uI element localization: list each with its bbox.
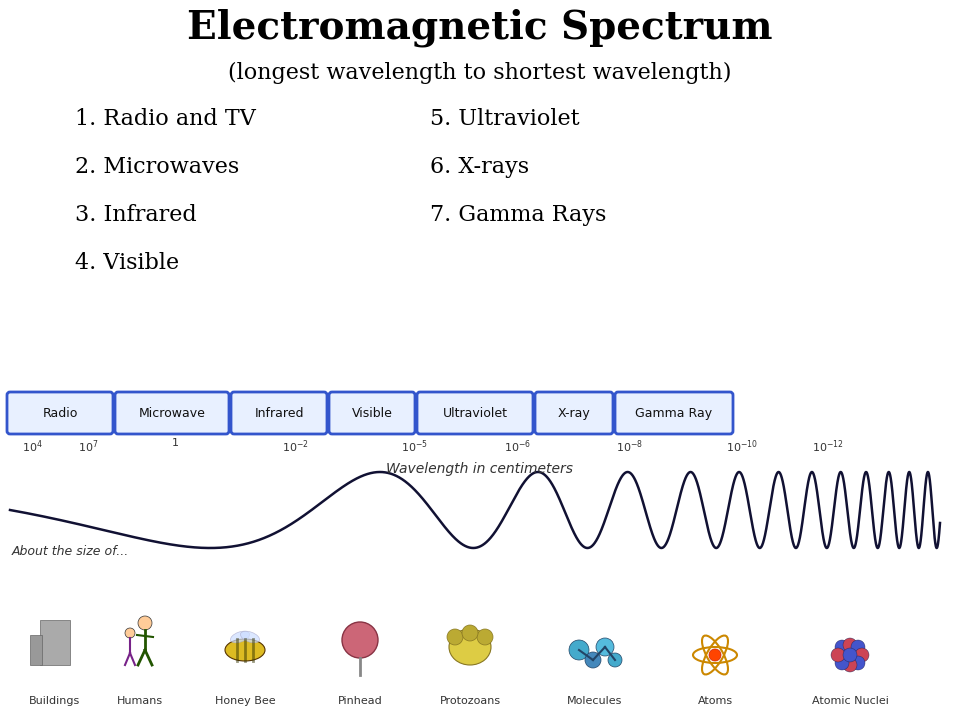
Circle shape (596, 638, 614, 656)
Text: Molecules: Molecules (567, 696, 623, 706)
Circle shape (851, 656, 865, 670)
Text: Atoms: Atoms (697, 696, 732, 706)
FancyBboxPatch shape (115, 392, 229, 434)
Text: Microwave: Microwave (138, 407, 205, 420)
Text: Atomic Nuclei: Atomic Nuclei (811, 696, 888, 706)
Text: Ultraviolet: Ultraviolet (443, 407, 508, 420)
Circle shape (569, 640, 589, 660)
Ellipse shape (230, 631, 250, 643)
Text: Humans: Humans (117, 696, 163, 706)
Circle shape (342, 622, 378, 658)
FancyBboxPatch shape (7, 392, 113, 434)
FancyBboxPatch shape (535, 392, 613, 434)
Text: About the size of...: About the size of... (12, 545, 130, 558)
Text: Radio: Radio (42, 407, 78, 420)
FancyBboxPatch shape (329, 392, 415, 434)
Circle shape (835, 640, 849, 654)
Text: $10^{-2}$: $10^{-2}$ (281, 438, 308, 454)
Text: Gamma Ray: Gamma Ray (636, 407, 712, 420)
Circle shape (843, 658, 857, 672)
Text: Electromagnetic Spectrum: Electromagnetic Spectrum (187, 8, 773, 47)
Text: Infrared: Infrared (254, 407, 303, 420)
Text: Wavelength in centimeters: Wavelength in centimeters (387, 462, 573, 476)
Text: $10^{-8}$: $10^{-8}$ (616, 438, 643, 454)
Text: 5. Ultraviolet: 5. Ultraviolet (430, 108, 580, 130)
Text: 4. Visible: 4. Visible (75, 252, 180, 274)
Circle shape (709, 649, 721, 661)
Ellipse shape (449, 629, 491, 665)
Text: 3. Infrared: 3. Infrared (75, 204, 197, 226)
FancyBboxPatch shape (231, 392, 327, 434)
Text: Protozoans: Protozoans (440, 696, 500, 706)
Circle shape (843, 638, 857, 652)
Text: (longest wavelength to shortest wavelength): (longest wavelength to shortest waveleng… (228, 62, 732, 84)
Circle shape (462, 625, 478, 641)
Text: $10^{7}$: $10^{7}$ (78, 438, 98, 454)
Circle shape (125, 628, 135, 638)
FancyBboxPatch shape (615, 392, 733, 434)
Text: 2. Microwaves: 2. Microwaves (75, 156, 239, 178)
Bar (40, 620, 70, 665)
Text: $10^{-12}$: $10^{-12}$ (812, 438, 844, 454)
Text: $10^{4}$: $10^{4}$ (21, 438, 42, 454)
Text: Visible: Visible (351, 407, 393, 420)
Text: Pinhead: Pinhead (338, 696, 382, 706)
Circle shape (843, 648, 857, 662)
Text: 1. Radio and TV: 1. Radio and TV (75, 108, 256, 130)
Circle shape (477, 629, 493, 645)
Text: Buildings: Buildings (30, 696, 81, 706)
Circle shape (835, 656, 849, 670)
FancyBboxPatch shape (417, 392, 533, 434)
Text: 6. X-rays: 6. X-rays (430, 156, 529, 178)
Text: $10^{-6}$: $10^{-6}$ (504, 438, 532, 454)
Circle shape (608, 653, 622, 667)
Ellipse shape (225, 639, 265, 661)
Text: X-ray: X-ray (558, 407, 590, 420)
Text: $10^{-10}$: $10^{-10}$ (726, 438, 758, 454)
Circle shape (585, 652, 601, 668)
Circle shape (855, 648, 869, 662)
Text: $10^{-5}$: $10^{-5}$ (401, 438, 428, 454)
Text: Honey Bee: Honey Bee (215, 696, 276, 706)
Circle shape (851, 640, 865, 654)
Circle shape (138, 616, 152, 630)
Circle shape (447, 629, 463, 645)
Text: 7. Gamma Rays: 7. Gamma Rays (430, 204, 607, 226)
Ellipse shape (240, 631, 259, 643)
Bar (30, 635, 42, 665)
Text: 1: 1 (172, 438, 179, 448)
Circle shape (831, 648, 845, 662)
